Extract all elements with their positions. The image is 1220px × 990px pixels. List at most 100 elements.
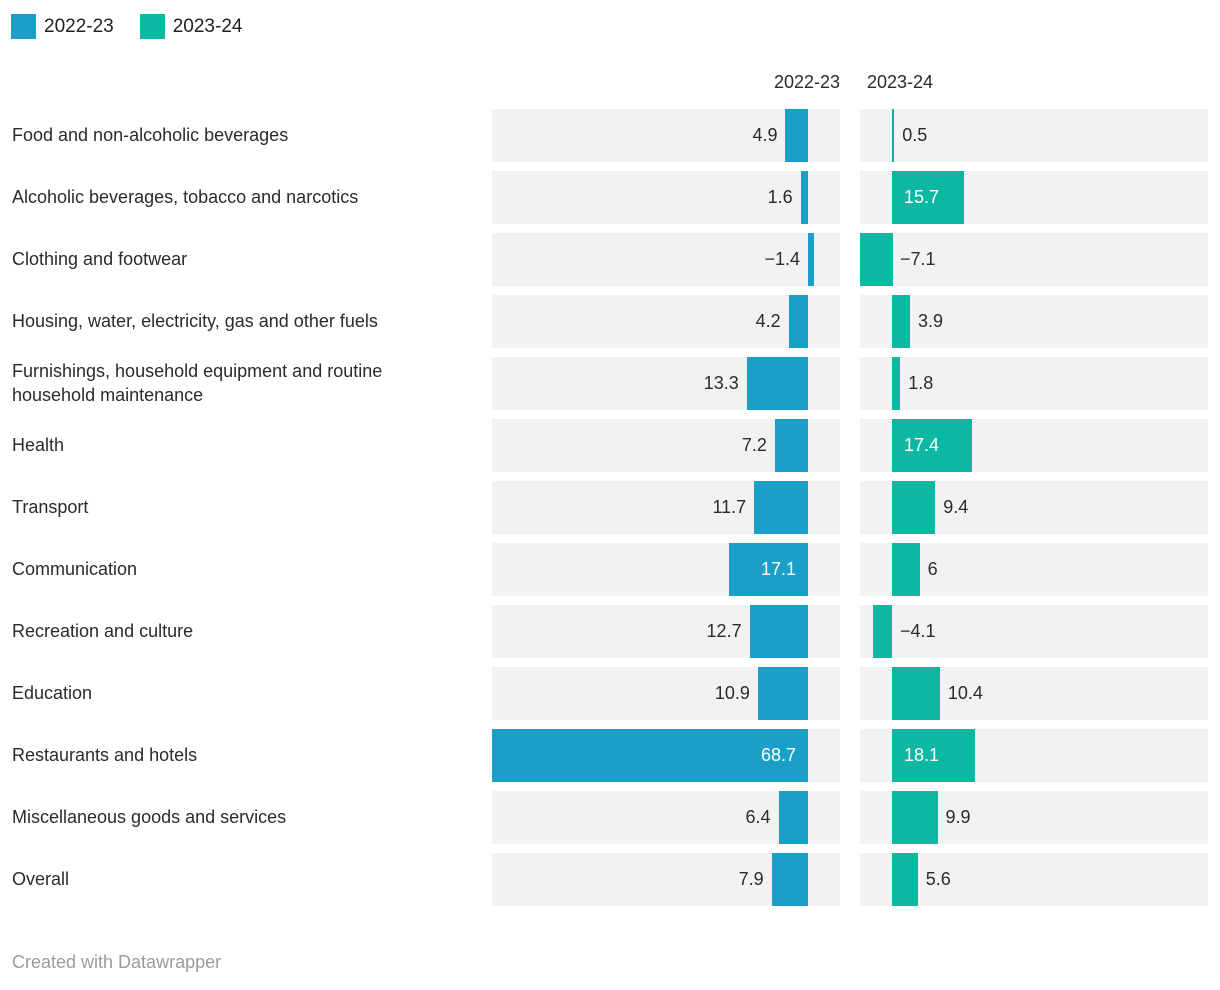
bar-2023-24[interactable] bbox=[892, 667, 940, 720]
panel-2023-24: 5.6 bbox=[860, 853, 1208, 906]
value-label-2022-23: 11.7 bbox=[712, 497, 747, 517]
bar-2022-23[interactable] bbox=[754, 481, 808, 534]
value-label-2023-24: 17.4 bbox=[904, 435, 940, 455]
category-label: Health bbox=[12, 434, 65, 455]
bar-2022-23[interactable] bbox=[788, 295, 808, 348]
bar-2023-24[interactable] bbox=[892, 853, 918, 906]
legend-item-2022-23[interactable]: 2022-23 bbox=[11, 14, 114, 39]
bar-2023-24[interactable] bbox=[873, 605, 892, 658]
category-label: Transport bbox=[12, 496, 89, 517]
value-label-2022-23: 12.7 bbox=[706, 621, 742, 641]
panel-2023-24: 0.5 bbox=[860, 109, 1208, 162]
category-label: Overall bbox=[12, 868, 70, 889]
value-label-2022-23: 17.1 bbox=[760, 559, 796, 579]
bar-2022-23[interactable] bbox=[774, 419, 808, 472]
value-label-2023-24: −4.1 bbox=[900, 621, 936, 641]
category-label: Communication bbox=[12, 558, 138, 579]
column-headers: 2022-23 2023-24 bbox=[492, 72, 1208, 93]
panel-2023-24: 10.4 bbox=[860, 667, 1208, 720]
chart-row: Overall 7.9 5.6 bbox=[0, 853, 1208, 906]
value-label-2023-24: 6 bbox=[927, 559, 938, 579]
chart-rows: Food and non-alcoholic beverages 4.9 0.5 Al… bbox=[0, 109, 1208, 906]
value-label-2022-23: 7.9 bbox=[738, 869, 764, 889]
value-label-2022-23: −1.4 bbox=[764, 249, 800, 269]
bar-2023-24[interactable] bbox=[892, 481, 936, 534]
bar-2022-23[interactable] bbox=[808, 233, 815, 286]
panel-2023-24: 17.4 bbox=[860, 419, 1208, 472]
datawrapper-attribution[interactable]: Created with Datawrapper bbox=[12, 952, 222, 972]
value-label-2022-23: 4.9 bbox=[752, 125, 778, 145]
panel-2023-24: 15.7 bbox=[860, 171, 1208, 224]
chart-row: Clothing and footwear −1.4 −7.1 bbox=[0, 233, 1208, 286]
bar-2022-23[interactable] bbox=[785, 109, 808, 162]
bar-2023-24[interactable] bbox=[892, 543, 920, 596]
category-label: Alcoholic beverages, tobacco and narcoti… bbox=[12, 186, 359, 207]
chart-row: Health 7.2 17.4 bbox=[0, 419, 1208, 472]
value-label-2023-24: −7.1 bbox=[900, 249, 936, 269]
bar-2023-24[interactable] bbox=[892, 295, 910, 348]
bar-2022-23[interactable] bbox=[749, 605, 808, 658]
chart-row: Communication 17.1 6 bbox=[0, 543, 1208, 596]
value-label-2023-24: 9.4 bbox=[943, 497, 969, 517]
chart-row: Recreation and culture 12.7 −4.1 bbox=[0, 605, 1208, 658]
value-label-2023-24: 9.9 bbox=[945, 807, 971, 827]
bar-2022-23[interactable] bbox=[757, 667, 808, 720]
column-header-2023-24: 2023-24 bbox=[867, 72, 934, 92]
panel-2022-23: 4.2 bbox=[492, 295, 840, 348]
category-label: Food and non-alcoholic beverages bbox=[12, 124, 289, 145]
chart-row: Furnishings, household equipment and rou… bbox=[0, 357, 1208, 410]
panel-2022-23: 68.7 bbox=[492, 729, 840, 782]
category-label: Miscellaneous goods and services bbox=[12, 806, 287, 827]
value-label-2023-24: 1.8 bbox=[908, 373, 934, 393]
legend: 2022-23 2023-24 bbox=[11, 14, 242, 39]
panel-2022-23: 7.2 bbox=[492, 419, 840, 472]
legend-item-2023-24[interactable]: 2023-24 bbox=[139, 14, 243, 39]
chart-row: Education 10.9 10.4 bbox=[0, 667, 1208, 720]
bar-2022-23[interactable] bbox=[800, 171, 808, 224]
panel-2022-23: 11.7 bbox=[492, 481, 840, 534]
panel-2022-23: −1.4 bbox=[492, 233, 840, 286]
bar-2023-24[interactable] bbox=[892, 729, 976, 782]
value-label-2023-24: 3.9 bbox=[917, 311, 943, 331]
chart-row: Housing, water, electricity, gas and oth… bbox=[0, 295, 1208, 348]
bar-2022-23[interactable] bbox=[492, 729, 808, 782]
panel-2023-24: 18.1 bbox=[860, 729, 1208, 782]
value-label-2022-23: 6.4 bbox=[745, 807, 771, 827]
bar-2022-23[interactable] bbox=[729, 543, 808, 596]
panel-2022-23: 4.9 bbox=[492, 109, 840, 162]
category-label: Housing, water, electricity, gas and oth… bbox=[12, 310, 378, 331]
bar-2023-24[interactable] bbox=[860, 233, 893, 286]
value-label-2023-24: 18.1 bbox=[904, 745, 940, 765]
column-header-2022-23: 2022-23 bbox=[773, 72, 840, 92]
panel-2022-23: 7.9 bbox=[492, 853, 840, 906]
bar-2023-24[interactable] bbox=[892, 791, 938, 844]
bar-2022-23[interactable] bbox=[778, 791, 808, 844]
category-label: Restaurants and hotels bbox=[12, 744, 198, 765]
panel-2022-23: 13.3 bbox=[492, 357, 840, 410]
chart-row: Food and non-alcoholic beverages 4.9 0.5 bbox=[0, 109, 1208, 162]
category-label: Furnishings, household equipment and rou… bbox=[12, 361, 383, 405]
panel-2022-23: 6.4 bbox=[492, 791, 840, 844]
chart-row: Transport 11.7 9.4 bbox=[0, 481, 1208, 534]
value-label-2022-23: 1.6 bbox=[767, 187, 793, 207]
category-label: Education bbox=[12, 682, 93, 703]
panel-2023-24: −4.1 bbox=[860, 605, 1208, 658]
legend-label-2023-24: 2023-24 bbox=[172, 15, 243, 37]
legend-swatch-2022-23-icon bbox=[11, 14, 36, 39]
value-label-2022-23: 68.7 bbox=[760, 745, 796, 765]
value-label-2022-23: 10.9 bbox=[714, 683, 750, 703]
bar-2022-23[interactable] bbox=[746, 357, 808, 410]
value-label-2023-24: 5.6 bbox=[925, 869, 951, 889]
panel-2023-24: 9.4 bbox=[860, 481, 1208, 534]
panel-2023-24: 3.9 bbox=[860, 295, 1208, 348]
bar-2023-24[interactable] bbox=[892, 171, 965, 224]
bar-2023-24[interactable] bbox=[892, 109, 895, 162]
bar-2023-24[interactable] bbox=[892, 357, 901, 410]
bar-2022-23[interactable] bbox=[771, 853, 808, 906]
panel-2023-24: −7.1 bbox=[860, 233, 1208, 286]
bar-2023-24[interactable] bbox=[892, 419, 973, 472]
value-label-2022-23: 7.2 bbox=[741, 435, 767, 455]
value-label-2023-24: 0.5 bbox=[902, 125, 928, 145]
value-label-2022-23: 13.3 bbox=[703, 373, 739, 393]
